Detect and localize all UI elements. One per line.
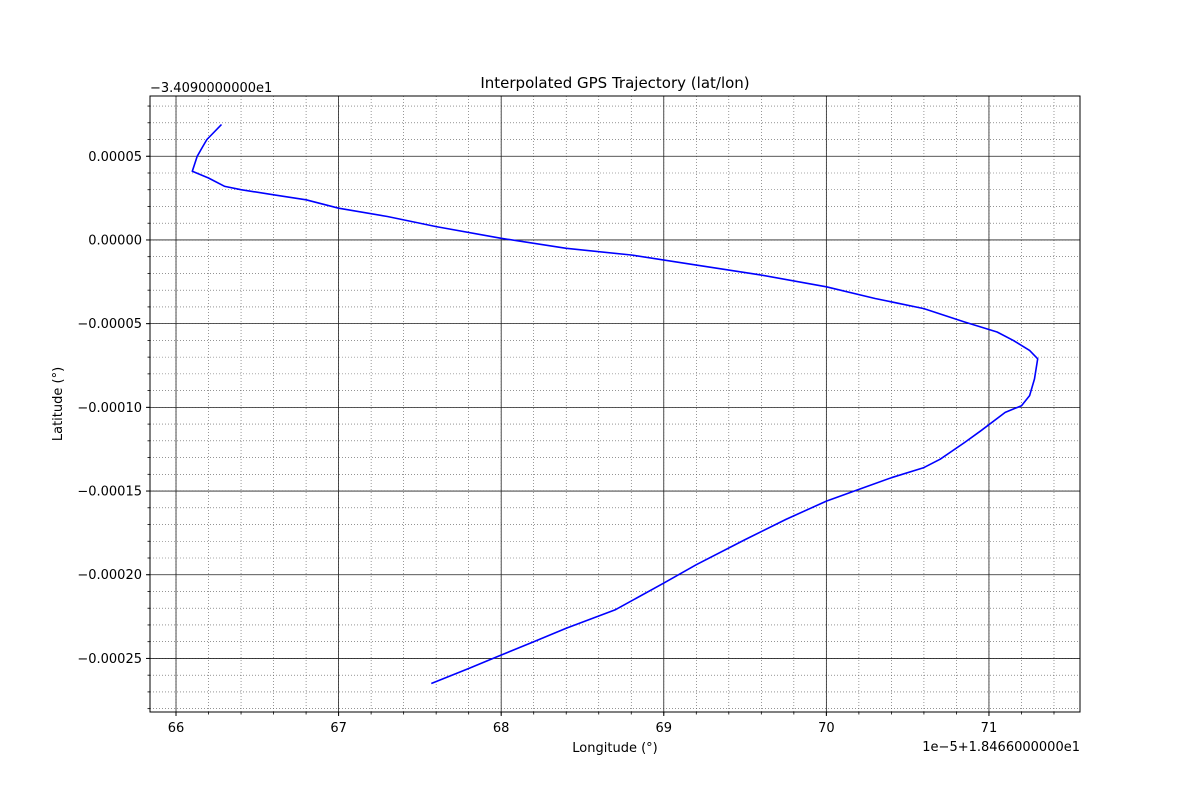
- x-tick-label: 71: [981, 721, 998, 736]
- x-axis-label: Longitude (°): [572, 741, 657, 756]
- y-tick-label: −0.00025: [77, 652, 142, 667]
- major-grid: [150, 96, 1080, 712]
- x-axis-ticks: 66 67 68 69 70 71: [168, 712, 1055, 736]
- x-tick-label: 66: [168, 721, 185, 736]
- y-tick-label: −0.00020: [77, 568, 142, 583]
- plot-frame: [149, 95, 1081, 713]
- x-tick-label: 70: [818, 721, 835, 736]
- trajectory-line: [191, 123, 1039, 685]
- y-tick-label: −0.00005: [77, 317, 142, 332]
- x-tick-label: 69: [656, 721, 673, 736]
- y-tick-label: 0.00000: [88, 233, 142, 248]
- y-tick-label: −0.00015: [77, 485, 142, 500]
- x-axis-offset-label: 1e−5+1.8466000000e1: [922, 740, 1080, 755]
- y-axis-label: Latitude (°): [51, 367, 66, 441]
- x-tick-label: 67: [330, 721, 347, 736]
- y-tick-label: 0.00005: [88, 150, 142, 165]
- x-tick-label: 68: [493, 721, 510, 736]
- y-tick-label: −0.00010: [77, 401, 142, 416]
- chart-title: Interpolated GPS Trajectory (lat/lon): [480, 74, 749, 92]
- minor-grid: [150, 96, 1080, 712]
- y-axis-offset-label: −3.4090000000e1: [150, 81, 272, 96]
- y-axis-ticks: 0.00005 0.00000 −0.00005 −0.00010 −0.00015 −0…: [77, 105, 150, 710]
